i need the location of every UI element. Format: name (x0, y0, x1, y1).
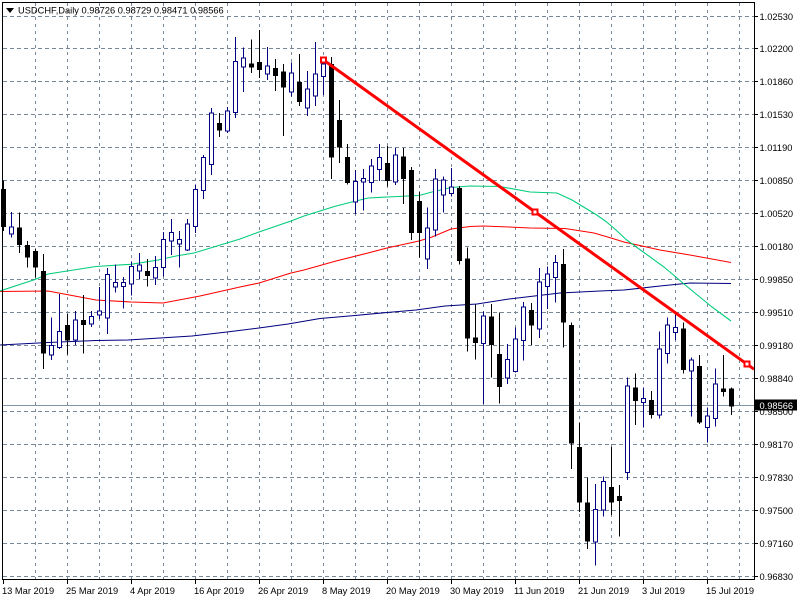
svg-text:0.98500: 0.98500 (760, 407, 794, 417)
svg-text:21 Jun 2019: 21 Jun 2019 (578, 586, 629, 596)
svg-text:0.98170: 0.98170 (760, 440, 794, 450)
svg-text:0.97160: 0.97160 (760, 539, 794, 549)
svg-text:1.00850: 1.00850 (760, 176, 794, 186)
svg-text:1.02200: 1.02200 (760, 44, 794, 54)
svg-text:11 Jun 2019: 11 Jun 2019 (514, 586, 565, 596)
svg-text:8 May 2019: 8 May 2019 (322, 586, 371, 596)
svg-text:0.97500: 0.97500 (760, 506, 794, 516)
svg-text:30 May 2019: 30 May 2019 (450, 586, 504, 596)
svg-text:1.00520: 1.00520 (760, 209, 794, 219)
svg-text:1.02530: 1.02530 (760, 12, 794, 22)
svg-text:4 Apr 2019: 4 Apr 2019 (130, 586, 175, 596)
svg-text:1.00180: 1.00180 (760, 242, 794, 252)
svg-text:1.01860: 1.01860 (760, 77, 794, 87)
svg-text:0.97830: 0.97830 (760, 473, 794, 483)
svg-text:1.01190: 1.01190 (760, 143, 793, 153)
svg-text:16 Apr 2019: 16 Apr 2019 (194, 586, 244, 596)
svg-text:USDCHF,Daily 0.98726 0.98729: USDCHF,Daily 0.98726 0.98729 0.98471 0.9… (18, 6, 224, 16)
svg-text:13 Mar 2019: 13 Mar 2019 (2, 586, 54, 596)
svg-text:0.99510: 0.99510 (760, 308, 794, 318)
svg-text:0.99180: 0.99180 (760, 341, 794, 351)
svg-text:15 Jul 2019: 15 Jul 2019 (706, 586, 754, 596)
svg-text:0.98566: 0.98566 (760, 401, 794, 411)
svg-text:20 May 2019: 20 May 2019 (386, 586, 440, 596)
svg-text:25 Mar 2019: 25 Mar 2019 (66, 586, 118, 596)
svg-text:0.98840: 0.98840 (760, 374, 794, 384)
svg-text:1.01530: 1.01530 (760, 110, 794, 120)
svg-text:0.96830: 0.96830 (760, 572, 794, 582)
svg-text:0.99850: 0.99850 (760, 275, 794, 285)
svg-text:3 Jul 2019: 3 Jul 2019 (642, 586, 685, 596)
svg-text:26 Apr 2019: 26 Apr 2019 (258, 586, 308, 596)
